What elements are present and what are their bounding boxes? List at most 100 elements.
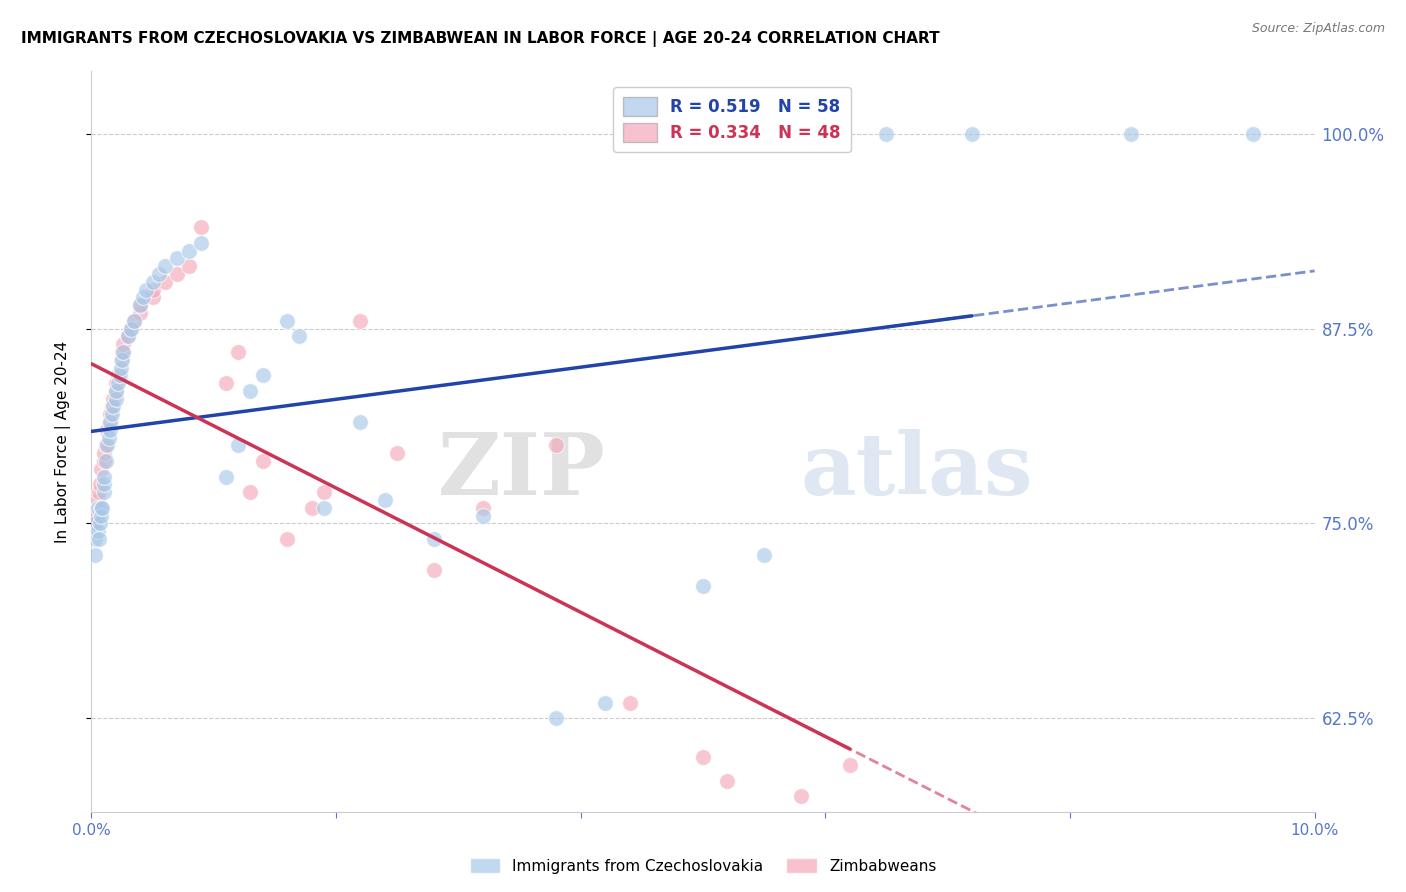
Point (471, 508, 494, 523)
Point (546, 711, 568, 725)
Point (93, 485, 115, 500)
Point (120, 321, 142, 335)
Point (374, 493, 396, 508)
Point (93, 469, 115, 483)
Point (312, 485, 335, 500)
Point (84, 516, 107, 531)
Point (86, 493, 108, 508)
Point (98, 423, 121, 437)
Point (166, 252, 188, 266)
Point (960, 127, 983, 141)
Point (101, 407, 124, 421)
Point (153, 259, 176, 273)
Point (252, 454, 274, 468)
Point (141, 275, 163, 289)
Point (103, 392, 125, 406)
Point (385, 446, 409, 460)
Point (93, 477, 115, 491)
Point (129, 298, 152, 312)
Point (107, 368, 129, 383)
Point (129, 306, 152, 320)
Point (104, 384, 127, 398)
Point (423, 563, 446, 577)
Point (546, 438, 568, 452)
Point (276, 532, 298, 546)
Point (84, 516, 107, 531)
Point (94, 438, 117, 452)
Point (96, 438, 118, 452)
Text: atlas: atlas (801, 429, 1033, 513)
Point (875, 127, 898, 141)
Point (716, 773, 738, 788)
Point (423, 532, 446, 546)
Point (104, 376, 127, 390)
Point (349, 314, 371, 328)
Point (89, 516, 111, 531)
Point (288, 329, 311, 343)
Point (120, 321, 142, 335)
Point (129, 298, 152, 312)
Point (93, 446, 115, 460)
Point (619, 696, 641, 710)
Point (91, 500, 114, 515)
Point (107, 376, 129, 390)
Point (111, 352, 134, 367)
Point (215, 376, 238, 390)
Point (98, 415, 121, 429)
Point (101, 400, 124, 414)
Point (252, 368, 274, 383)
Point (838, 758, 860, 772)
Point (790, 789, 813, 804)
Point (312, 500, 335, 515)
Point (90, 508, 112, 523)
Point (96, 423, 118, 437)
Point (226, 438, 249, 452)
Point (90, 500, 112, 515)
Point (153, 275, 176, 289)
Point (276, 314, 298, 328)
Point (122, 314, 145, 328)
Point (754, 548, 776, 562)
Point (148, 267, 170, 281)
Point (108, 368, 131, 383)
Point (239, 485, 262, 500)
Point (117, 329, 139, 343)
Point (84, 532, 107, 546)
Text: Source: ZipAtlas.com: Source: ZipAtlas.com (1251, 22, 1385, 36)
Text: IMMIGRANTS FROM CZECHOSLOVAKIA VS ZIMBABWEAN IN LABOR FORCE | AGE 20-24 CORRELAT: IMMIGRANTS FROM CZECHOSLOVAKIA VS ZIMBAB… (21, 31, 939, 47)
Point (141, 283, 163, 297)
Point (103, 400, 125, 414)
Point (122, 314, 145, 328)
Point (179, 259, 201, 273)
Legend: Immigrants from Czechoslovakia, Zimbabweans: Immigrants from Czechoslovakia, Zimbabwe… (464, 852, 942, 880)
Point (112, 337, 135, 351)
Point (692, 750, 714, 764)
Point (98, 415, 121, 429)
Point (301, 500, 323, 515)
Point (84, 548, 107, 562)
Point (98, 407, 121, 421)
Point (226, 345, 249, 359)
Point (90, 462, 112, 476)
Point (239, 384, 262, 398)
Point (1243, 127, 1265, 141)
Point (349, 415, 371, 429)
Text: ZIP: ZIP (437, 429, 605, 513)
Point (111, 345, 134, 359)
Point (89, 477, 111, 491)
Point (104, 392, 127, 406)
Point (471, 500, 494, 515)
Point (132, 290, 155, 304)
Point (141, 290, 163, 304)
Point (1121, 127, 1143, 141)
Point (87, 532, 110, 546)
Point (135, 283, 157, 297)
Point (87, 485, 110, 500)
Point (166, 267, 188, 281)
Point (110, 352, 132, 367)
Point (86, 524, 108, 538)
Point (593, 696, 616, 710)
Point (84, 508, 107, 523)
Point (94, 454, 117, 468)
Point (117, 329, 139, 343)
